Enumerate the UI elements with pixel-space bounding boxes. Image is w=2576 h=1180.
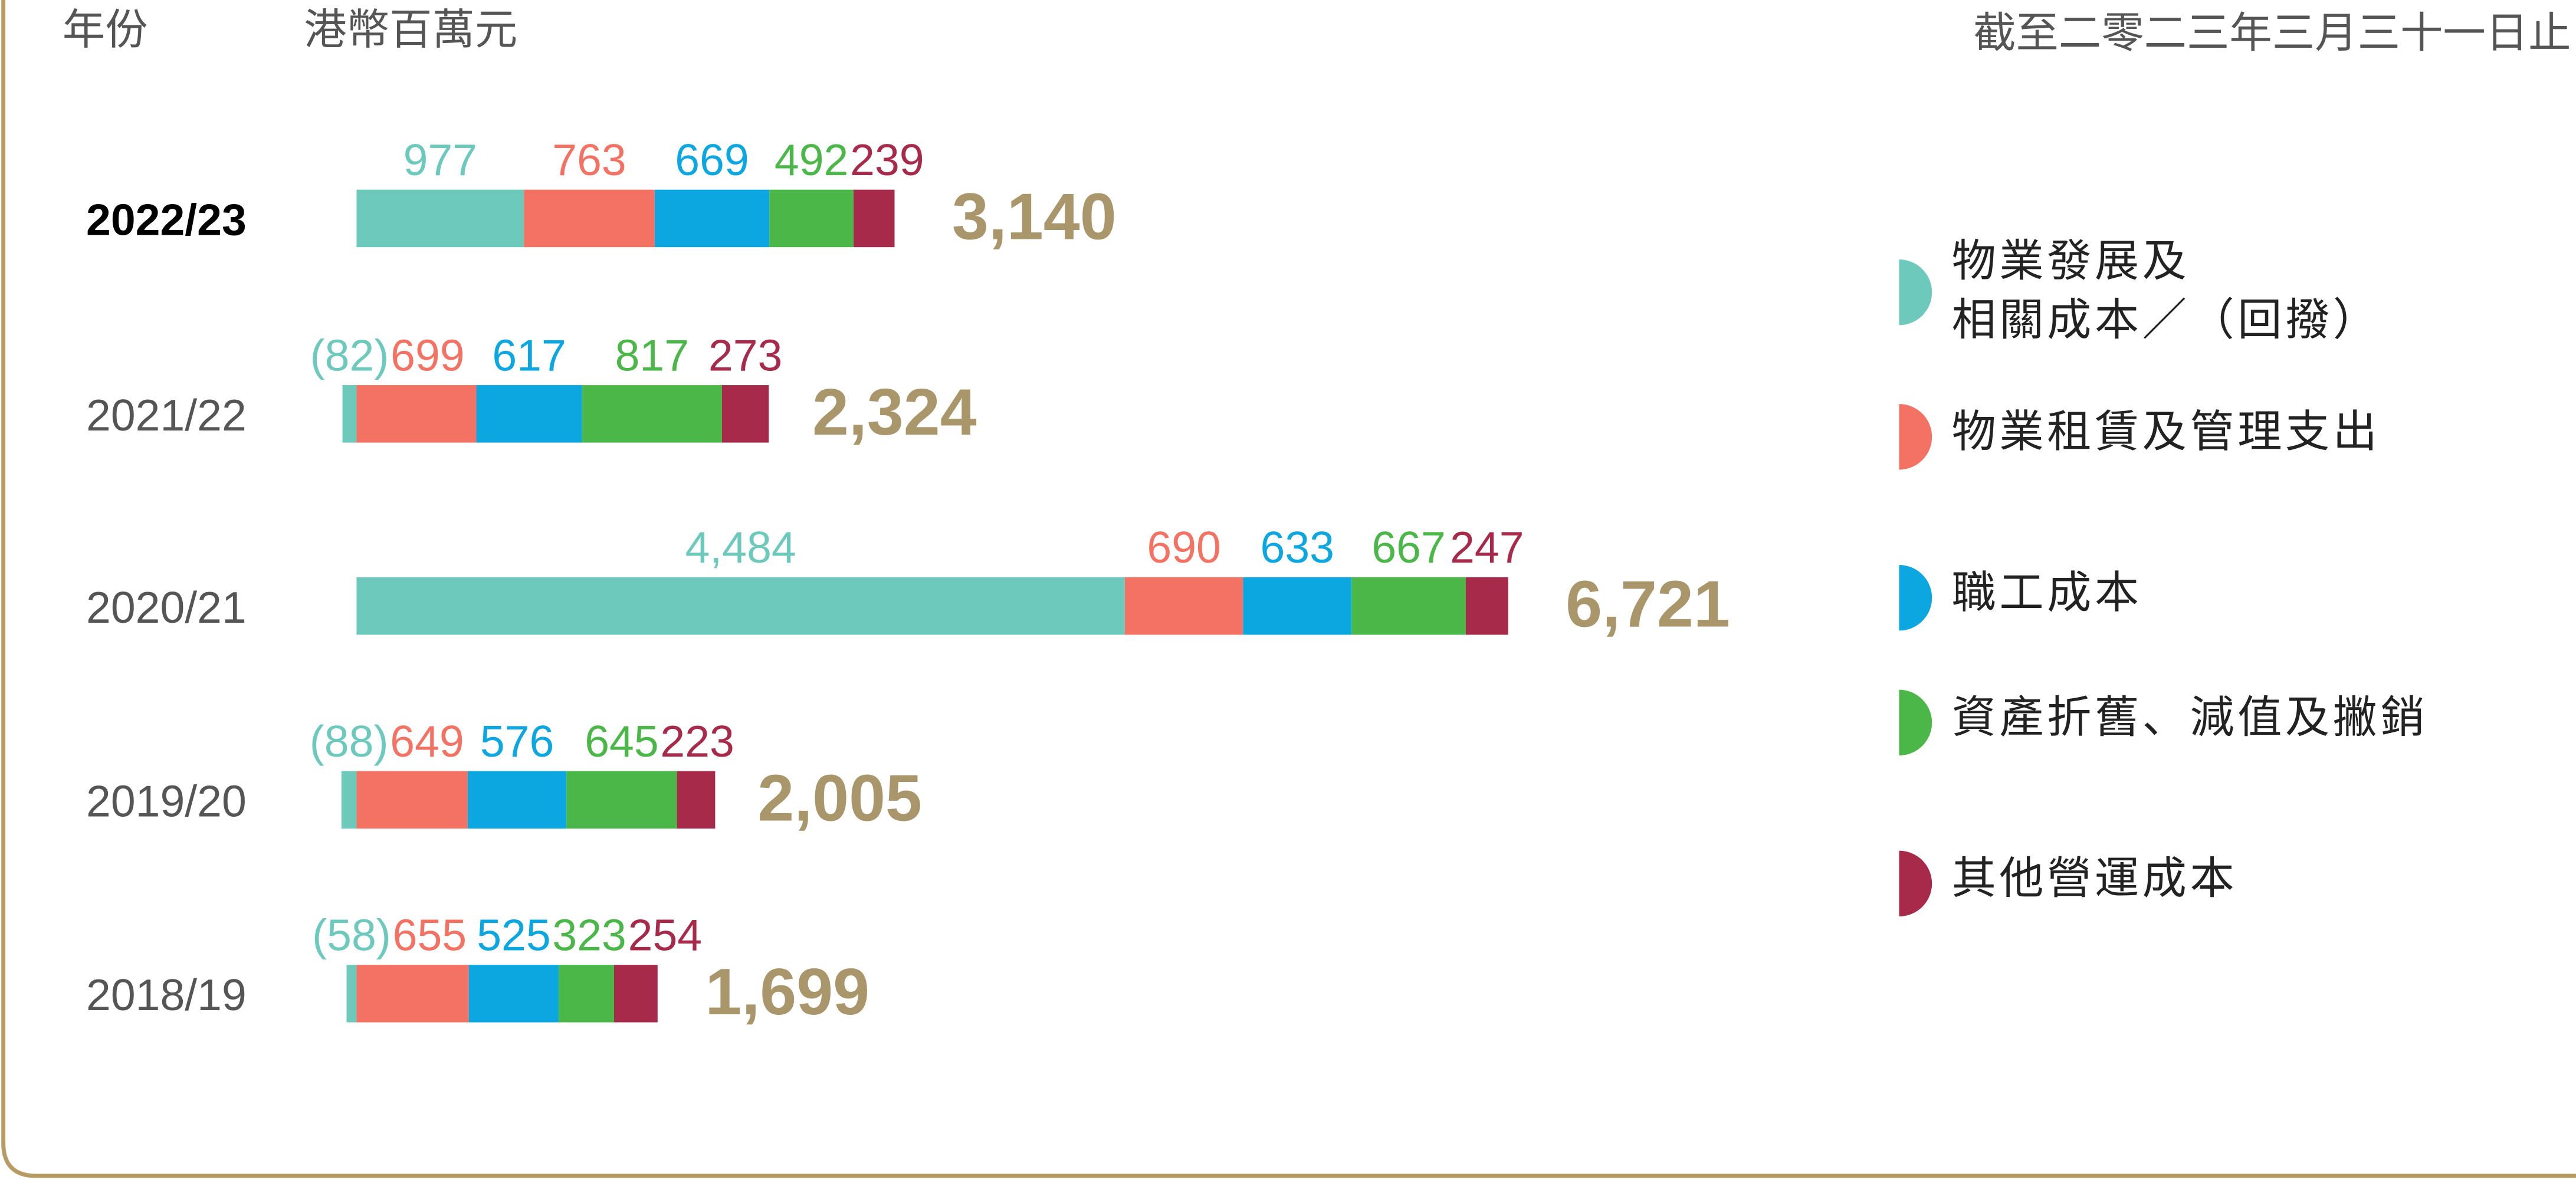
value-label: 617 [492,330,566,380]
value-label: (82) [310,330,389,380]
y-tick-label: 2020/21 [86,583,247,632]
legend-item: 其他營運成本 [1951,854,2238,905]
legend-swatch [1899,259,1932,326]
bar-segment [614,965,658,1023]
legend-swatch [1899,850,1932,917]
value-label: (88) [310,716,389,766]
value-label: 669 [675,135,749,185]
legend-label: 其他營運成本 [1951,854,2238,905]
bar-segment [1465,577,1508,635]
total-label: 3,140 [952,179,1117,253]
y-tick-label: 2022/23 [86,195,247,245]
unit-label: 港幣百萬元 [304,6,517,54]
total-label: 6,721 [1566,567,1730,641]
bar-segment [356,189,524,248]
value-label: 699 [390,330,464,380]
value-label: 655 [393,910,467,959]
y-tick-label: 2018/19 [86,970,247,1020]
value-label: 239 [850,135,924,185]
value-label: 223 [660,716,734,766]
bar-segment [467,771,567,829]
total-label: 1,699 [705,955,869,1028]
y-tick-label: 2021/22 [86,390,247,440]
period-label: 截至二零二三年三月三十一日止 [1973,9,2571,57]
bar-segment [677,771,716,829]
total-label: 2,005 [757,761,922,834]
legend-label: 資產折舊、減值及撇銷 [1951,693,2429,744]
value-label: (58) [312,910,391,959]
value-label: 649 [390,716,464,766]
value-label: 633 [1261,522,1334,572]
y-tick-label: 2019/20 [86,776,247,826]
legend-swatch [1899,565,1932,631]
bar-segment [356,385,477,443]
value-label: 4,484 [685,522,796,572]
legend-label: 物業租賃及管理支出 [1951,407,2381,459]
bar-segment [854,189,895,248]
legend-swatch [1899,404,1932,470]
value-label: 977 [403,135,477,185]
value-label: 247 [1450,522,1524,572]
value-label: 323 [552,910,626,959]
legend-item: 物業租賃及管理支出 [1951,407,2381,459]
bar-segment [769,189,854,248]
bar-segment [356,771,468,829]
value-label: 763 [552,135,626,185]
bar-segment [356,577,1125,635]
bar-segment [566,771,677,829]
value-label: 690 [1147,522,1220,572]
legend-item: 職工成本 [1951,568,2142,619]
value-label: 273 [708,330,782,380]
total-label: 2,324 [812,375,977,449]
bar-segment [341,771,357,829]
bar-segment [468,965,559,1023]
bar-segment [1351,577,1466,635]
bar-segment [356,965,469,1023]
header-year: 年份 [63,6,148,54]
bar-segment [654,189,770,248]
bar-segment [524,189,655,248]
legend-label: 職工成本 [1951,568,2142,619]
bar-segment [722,385,769,443]
value-label: 667 [1371,522,1445,572]
bar-segment [346,965,357,1023]
value-label: 254 [628,910,702,959]
bar-segment [476,385,582,443]
bar-segment [342,385,357,443]
bar-segment [582,385,722,443]
legend-item: 資產折舊、減值及撇銷 [1951,693,2429,744]
bar-segment [1243,577,1352,635]
value-label: 645 [585,716,658,766]
bar-segment [1124,577,1243,635]
value-label: 525 [477,910,550,959]
value-label: 817 [615,330,689,380]
bar-segment [559,965,615,1023]
legend-label: 物業發展及 相關成本／（回撥） [1951,236,2381,347]
legend-item: 物業發展及 相關成本／（回撥） [1951,236,2381,347]
value-label: 576 [480,716,554,766]
value-label: 492 [775,135,848,185]
legend-swatch [1899,689,1932,756]
